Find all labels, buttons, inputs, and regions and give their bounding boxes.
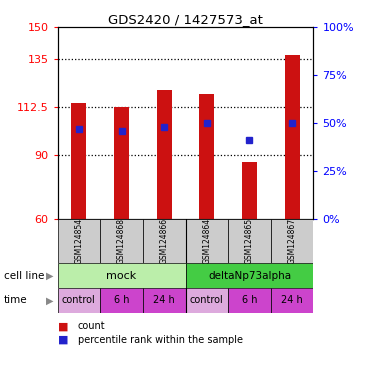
Text: GSM124868: GSM124868: [117, 218, 126, 264]
Text: ▶: ▶: [46, 295, 54, 306]
Bar: [157, 90, 172, 219]
Bar: [100, 288, 143, 313]
Text: 6 h: 6 h: [242, 295, 257, 306]
Bar: [186, 288, 228, 313]
Bar: [199, 94, 214, 219]
Text: GDS2420 / 1427573_at: GDS2420 / 1427573_at: [108, 13, 263, 26]
Text: GSM124867: GSM124867: [288, 218, 297, 264]
Text: control: control: [62, 295, 96, 306]
Bar: [186, 219, 228, 263]
Text: GSM124864: GSM124864: [202, 218, 211, 264]
Text: control: control: [190, 295, 224, 306]
Text: ▶: ▶: [46, 270, 54, 281]
Text: mock: mock: [106, 270, 137, 281]
Bar: [71, 103, 86, 219]
Text: 24 h: 24 h: [281, 295, 303, 306]
Bar: [228, 288, 271, 313]
Text: 6 h: 6 h: [114, 295, 129, 306]
Text: deltaNp73alpha: deltaNp73alpha: [208, 270, 291, 281]
Text: cell line: cell line: [4, 270, 44, 281]
Bar: [242, 162, 257, 219]
Bar: [58, 263, 186, 288]
Bar: [186, 263, 313, 288]
Bar: [228, 219, 271, 263]
Text: GSM124866: GSM124866: [160, 218, 169, 264]
Bar: [114, 107, 129, 219]
Bar: [58, 219, 100, 263]
Text: GSM124865: GSM124865: [245, 218, 254, 264]
Bar: [100, 219, 143, 263]
Bar: [285, 55, 300, 219]
Text: GSM124854: GSM124854: [74, 218, 83, 264]
Text: ■: ■: [58, 335, 68, 345]
Text: time: time: [4, 295, 27, 306]
Text: ■: ■: [58, 321, 68, 331]
Bar: [271, 219, 313, 263]
Text: count: count: [78, 321, 105, 331]
Bar: [58, 288, 100, 313]
Bar: [143, 288, 186, 313]
Bar: [271, 288, 313, 313]
Text: 24 h: 24 h: [153, 295, 175, 306]
Bar: [143, 219, 186, 263]
Text: percentile rank within the sample: percentile rank within the sample: [78, 335, 243, 345]
